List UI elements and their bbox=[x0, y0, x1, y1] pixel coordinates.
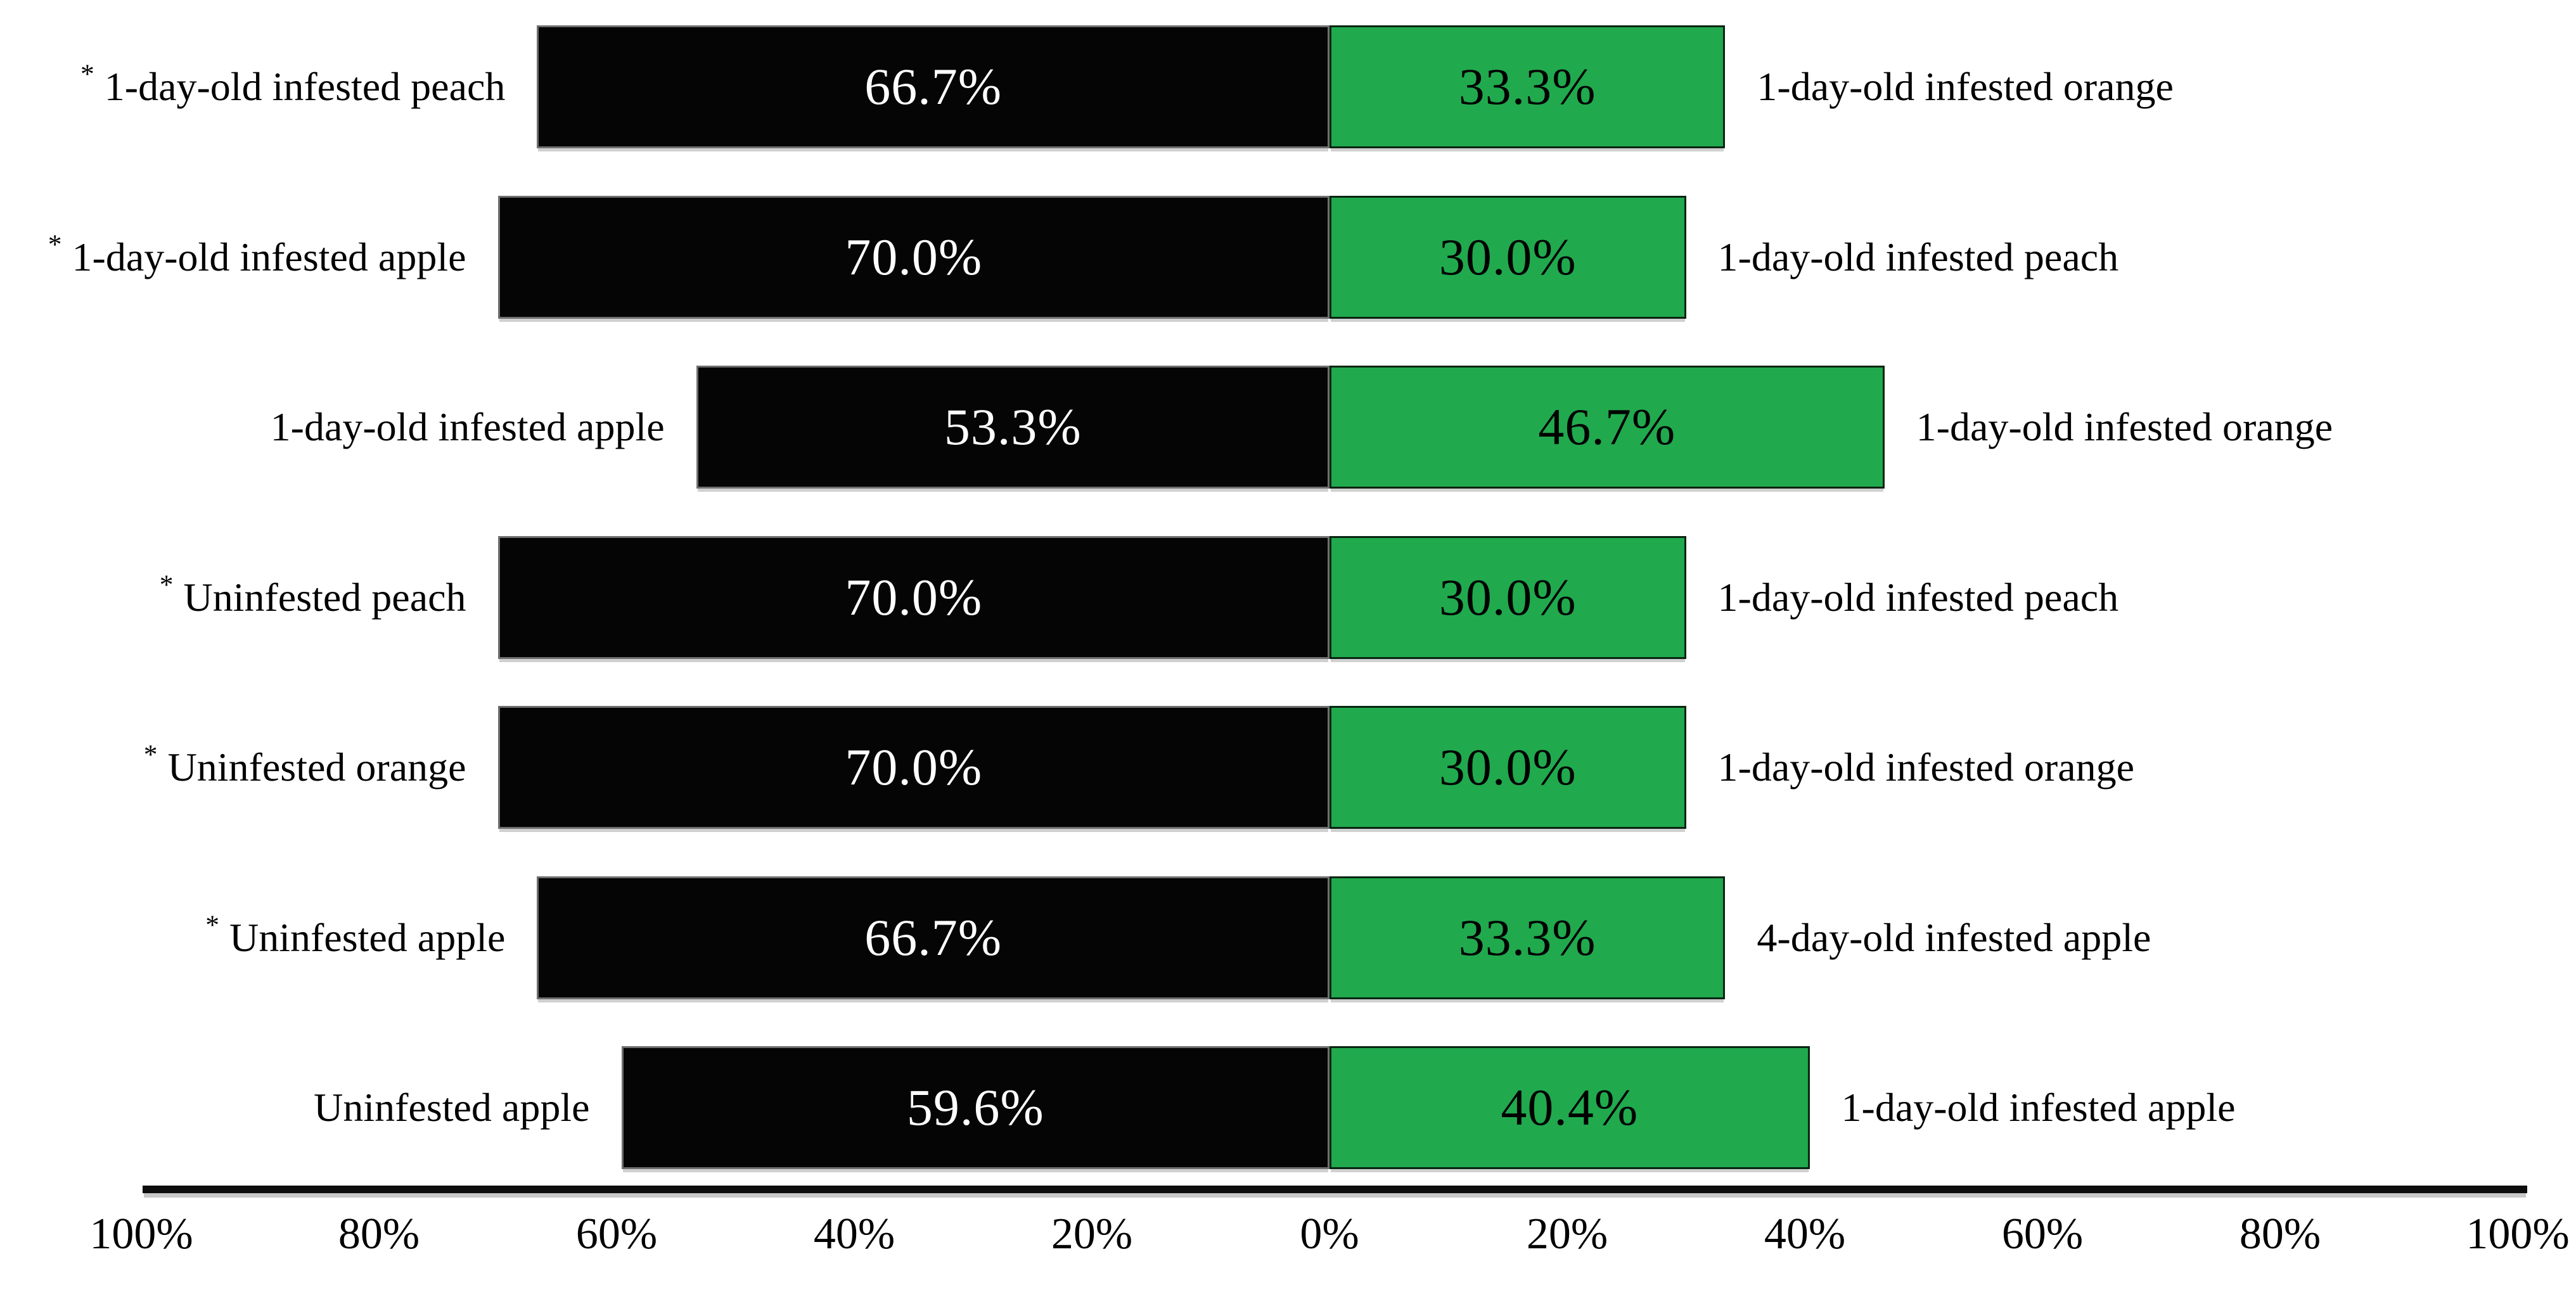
bar-right-segment: 46.7% bbox=[1330, 366, 1885, 489]
left-category-label: * Uninfested orange bbox=[144, 706, 466, 829]
right-category-label: 1-day-old infested peach bbox=[1718, 196, 2119, 319]
left-category-text: 1-day-old infested peach bbox=[104, 64, 506, 109]
significance-asterisk: * bbox=[48, 229, 62, 260]
left-category-label: * 1-day-old infested apple bbox=[48, 196, 466, 319]
x-axis-tick-label: 40% bbox=[813, 1210, 895, 1258]
x-axis-tick-label: 20% bbox=[1051, 1210, 1133, 1258]
bar-right-segment: 40.4% bbox=[1330, 1046, 1810, 1169]
right-category-label: 4-day-old infested apple bbox=[1757, 876, 2151, 999]
right-category-text: 1-day-old infested peach bbox=[1717, 234, 2119, 279]
x-axis-tick-label: 20% bbox=[1526, 1210, 1608, 1258]
bar-left-segment: 59.6% bbox=[621, 1046, 1330, 1169]
right-category-label: 1-day-old infested peach bbox=[1718, 536, 2119, 659]
x-axis-tick-label: 100% bbox=[2466, 1210, 2570, 1258]
bar-left-segment: 70.0% bbox=[497, 706, 1330, 829]
right-category-label: 1-day-old infested orange bbox=[1757, 25, 2174, 148]
x-axis-tick-label: 80% bbox=[338, 1210, 420, 1258]
bar-left-segment: 53.3% bbox=[696, 366, 1330, 489]
bar-right-segment: 30.0% bbox=[1330, 706, 1686, 829]
right-category-text: 4-day-old infested apple bbox=[1757, 914, 2151, 960]
right-value-label: 30.0% bbox=[1439, 568, 1577, 626]
x-axis-line bbox=[143, 1186, 2527, 1193]
significance-asterisk: * bbox=[159, 569, 174, 600]
bar-left-segment: 70.0% bbox=[497, 535, 1330, 659]
right-value-label: 33.3% bbox=[1458, 908, 1596, 966]
right-category-text: 1-day-old infested apple bbox=[1841, 1085, 2236, 1130]
left-value-label: 66.7% bbox=[864, 908, 1003, 966]
left-value-label: 59.6% bbox=[906, 1078, 1044, 1136]
left-category-text: Uninfested orange bbox=[167, 745, 466, 790]
significance-asterisk: * bbox=[143, 739, 158, 771]
right-category-label: 1-day-old infested orange bbox=[1718, 706, 2135, 829]
right-category-text: 1-day-old infested peach bbox=[1717, 574, 2119, 620]
left-category-text: 1-day-old infested apple bbox=[72, 234, 466, 279]
left-value-label: 66.7% bbox=[864, 58, 1003, 115]
right-value-label: 46.7% bbox=[1538, 398, 1676, 456]
left-category-label: 1-day-old infested apple bbox=[271, 366, 665, 489]
bar-left-segment: 70.0% bbox=[497, 195, 1330, 319]
right-category-label: 1-day-old infested orange bbox=[1916, 366, 2333, 489]
right-value-label: 30.0% bbox=[1439, 227, 1577, 286]
left-category-text: Uninfested apple bbox=[229, 914, 506, 960]
x-axis-tick-label: 0% bbox=[1300, 1210, 1359, 1258]
left-category-label: * Uninfested apple bbox=[205, 876, 505, 999]
bar-right-segment: 30.0% bbox=[1330, 535, 1686, 659]
x-axis-tick-label: 80% bbox=[2239, 1210, 2321, 1258]
right-value-label: 30.0% bbox=[1439, 738, 1577, 796]
right-value-label: 33.3% bbox=[1458, 58, 1596, 115]
left-value-label: 70.0% bbox=[845, 227, 983, 286]
bar-right-segment: 33.3% bbox=[1330, 876, 1726, 999]
x-axis-tick-label: 100% bbox=[89, 1210, 193, 1258]
left-category-label: * 1-day-old infested peach bbox=[80, 25, 505, 148]
x-axis-tick-label: 60% bbox=[2001, 1210, 2084, 1258]
right-category-label: 1-day-old infested apple bbox=[1842, 1046, 2236, 1169]
right-category-text: 1-day-old infested orange bbox=[1757, 64, 2174, 109]
x-axis-tick-label: 60% bbox=[575, 1210, 658, 1258]
left-value-label: 70.0% bbox=[845, 738, 983, 796]
significance-asterisk: * bbox=[80, 59, 94, 90]
left-category-label: Uninfested apple bbox=[314, 1046, 589, 1169]
right-category-text: 1-day-old infested orange bbox=[1916, 404, 2333, 449]
significance-asterisk: * bbox=[205, 909, 219, 940]
left-value-label: 70.0% bbox=[845, 568, 983, 626]
bar-left-segment: 66.7% bbox=[537, 25, 1330, 148]
left-category-label: * Uninfested peach bbox=[160, 536, 466, 659]
right-category-text: 1-day-old infested orange bbox=[1717, 745, 2135, 790]
right-value-label: 40.4% bbox=[1501, 1078, 1639, 1136]
left-value-label: 53.3% bbox=[944, 398, 1082, 456]
bar-right-segment: 30.0% bbox=[1330, 195, 1686, 319]
left-category-text: Uninfested apple bbox=[314, 1085, 590, 1130]
bar-right-segment: 33.3% bbox=[1330, 25, 1726, 148]
left-category-text: Uninfested peach bbox=[183, 574, 466, 620]
left-category-text: 1-day-old infested apple bbox=[270, 404, 665, 449]
bar-left-segment: 66.7% bbox=[537, 876, 1330, 999]
x-axis-tick-label: 40% bbox=[1764, 1210, 1846, 1258]
